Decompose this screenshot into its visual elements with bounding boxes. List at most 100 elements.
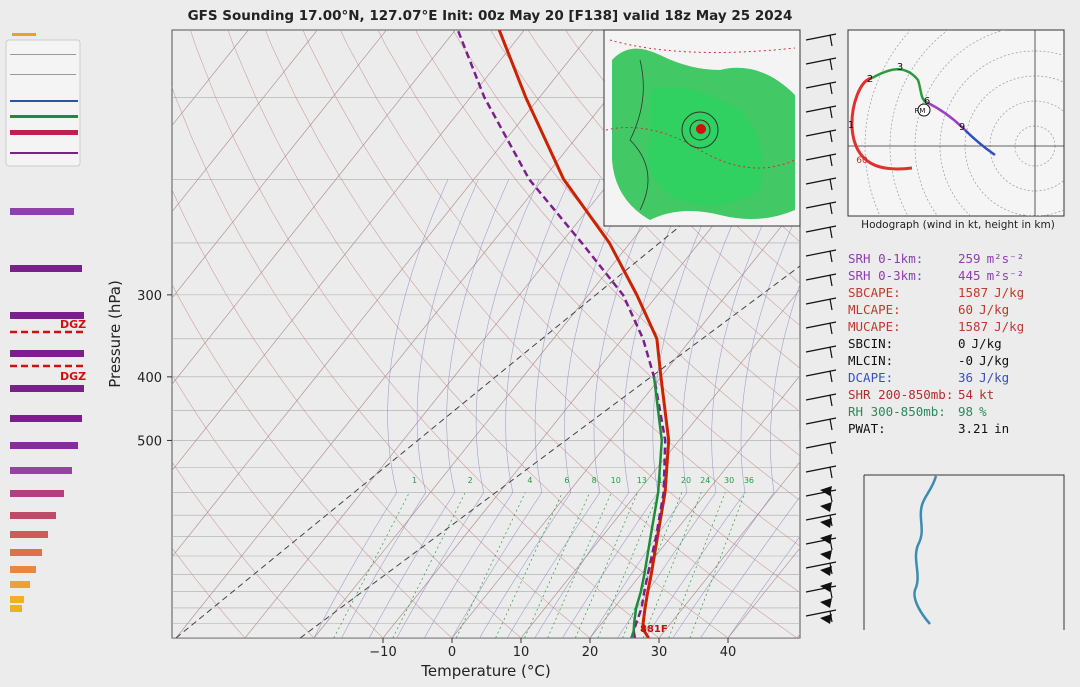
profile-bar — [10, 581, 30, 588]
wind-barb-pennant — [820, 582, 832, 592]
dry-adiabat — [415, 30, 800, 457]
wind-barb — [805, 321, 837, 329]
moist-adiabat — [562, 179, 723, 638]
wind-barb — [805, 201, 837, 209]
wind-barb — [805, 33, 837, 41]
moist-adiabat — [479, 179, 631, 638]
hodograph-label: 2 — [867, 74, 873, 85]
param-unit: kt — [979, 387, 995, 402]
mixing-ratio-label: 36 — [744, 476, 754, 485]
dry-adiabat — [227, 30, 729, 638]
param-row: MUCAPE: 1587 J/kg — [848, 318, 1024, 335]
legend-strip: DGZ DGZ — [5, 33, 86, 612]
param-row: SRH 0-3km: 445 m²s⁻² — [848, 267, 1024, 284]
param-unit: J/kg — [979, 353, 1010, 368]
mixing-ratio-line — [597, 492, 660, 638]
wind-barb — [805, 585, 837, 593]
dry-adiabat — [527, 30, 800, 326]
wind-barb-flag — [829, 34, 833, 47]
dry-adiabat — [172, 86, 591, 638]
isotherm-line — [658, 461, 800, 638]
dry-adiabat — [172, 189, 522, 638]
profile-bar — [10, 512, 56, 519]
wind-barb-flag — [829, 418, 833, 431]
wind-barb-flag — [829, 442, 833, 455]
param-label: SBCIN: — [848, 336, 894, 351]
wind-barb-flag — [829, 394, 833, 407]
profile-bar — [10, 442, 78, 449]
isotherm-line — [172, 30, 318, 213]
y-tick-label: 300 — [137, 289, 162, 304]
dry-adiabat — [190, 30, 660, 638]
param-row: SHR 200-850mb: 54 kt — [848, 386, 1024, 403]
param-value: 445 — [958, 268, 981, 283]
hodograph-label: LM — [831, 92, 845, 103]
param-unit: % — [979, 404, 987, 419]
wind-barb — [805, 609, 837, 617]
legend-swatch — [10, 130, 78, 135]
mixing-ratio-label: 10 — [611, 476, 621, 485]
wind-barb — [805, 417, 837, 425]
param-value: 259 — [958, 251, 981, 266]
dry-adiabat — [565, 30, 800, 284]
wind-barb — [805, 177, 837, 185]
profile-bar — [10, 208, 74, 215]
wind-barb-pennant — [820, 614, 832, 624]
hodograph-label: 6 — [924, 96, 930, 107]
profile-bar — [10, 490, 64, 497]
moist-adiabat — [313, 179, 449, 638]
hodograph-caption: Hodograph (wind in kt, height in km) — [861, 219, 1055, 231]
mixing-ratio-line — [575, 492, 638, 638]
legend-swatch — [12, 33, 36, 36]
mixing-ratio-label: 16 — [658, 476, 668, 485]
mixing-ratio-label: 20 — [681, 476, 691, 485]
legend-swatch — [10, 100, 78, 102]
wind-barbs — [805, 33, 837, 624]
param-unit: m²s⁻² — [986, 268, 1025, 283]
param-value: 3.21 — [958, 421, 989, 436]
x-tick-label: 20 — [582, 645, 599, 660]
temperature-trace — [497, 30, 671, 638]
wind-barb — [805, 561, 837, 569]
hodograph-label: 9 — [959, 122, 965, 133]
wind-barb — [805, 129, 837, 137]
wind-barb-flag — [829, 226, 833, 239]
wind-barb-flag — [829, 154, 833, 167]
mixing-ratio-label: 8 — [592, 476, 597, 485]
hodograph-segment-9km-plus — [964, 129, 996, 157]
legend-box — [5, 39, 81, 167]
isotherm-line — [172, 30, 387, 299]
param-unit: J/kg — [979, 370, 1010, 385]
wind-barb — [805, 297, 837, 305]
profile-bar — [10, 265, 82, 272]
param-label: PWAT: — [848, 421, 886, 436]
y-tick-label: 400 — [137, 371, 162, 386]
param-label: SHR 200-850mb: — [848, 387, 954, 402]
isotherm-line — [172, 30, 456, 385]
param-unit: J/kg — [994, 319, 1025, 334]
hodograph-label: RM — [915, 107, 926, 115]
chart-title: GFS Sounding 17.00°N, 127.07°E Init: 00z… — [187, 8, 793, 24]
profile-bar — [10, 549, 42, 556]
legend-swatch — [10, 74, 76, 75]
hodograph-label: 3 — [897, 62, 903, 73]
hodograph-segment-3-6km — [871, 68, 929, 105]
param-unit: J/kg — [979, 302, 1010, 317]
x-tick-label: 40 — [720, 645, 737, 660]
mixing-ratio-label: 1 — [412, 476, 417, 485]
param-unit: m²s⁻² — [986, 251, 1025, 266]
profile-bar — [10, 415, 82, 422]
param-label: MUCAPE: — [848, 319, 901, 334]
moist-adiabat — [672, 283, 800, 638]
wind-barb-pennant — [820, 550, 832, 560]
param-row: MLCIN: -0 J/kg — [848, 352, 1024, 369]
moist-adiabat — [644, 207, 800, 638]
param-value: 1587 — [958, 285, 989, 300]
mixing-ratio-label: 6 — [564, 476, 569, 485]
wind-barb-flag — [829, 202, 833, 215]
isotherm-line — [451, 202, 800, 638]
dewpoint-trace — [630, 376, 664, 638]
reference-line — [175, 148, 775, 638]
mixing-ratio-label: 24 — [700, 476, 710, 485]
legend-swatch — [10, 54, 76, 55]
